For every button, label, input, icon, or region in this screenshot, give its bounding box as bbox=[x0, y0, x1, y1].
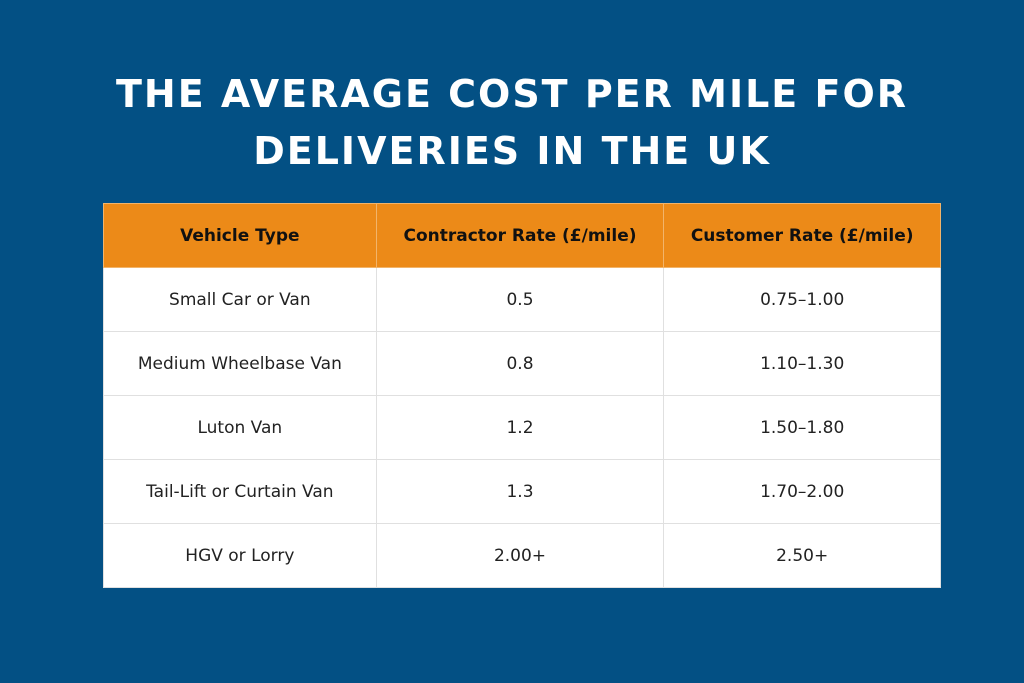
column-header: Contractor Rate (£/mile) bbox=[375, 203, 665, 268]
header-row: Vehicle Type Contractor Rate (£/mile) Cu… bbox=[103, 203, 941, 268]
contractor-rate-cell: 2.00+ bbox=[375, 523, 665, 588]
title-line-1: THE AVERAGE COST PER MILE FOR bbox=[115, 72, 909, 116]
table-row: Luton Van 1.2 1.50–1.80 bbox=[103, 395, 941, 460]
page-title: THE AVERAGE COST PER MILE FOR DELIVERIES… bbox=[0, 66, 1024, 180]
customer-rate-cell: 1.70–2.00 bbox=[663, 459, 941, 524]
column-header: Vehicle Type bbox=[103, 203, 377, 268]
table-row: Tail-Lift or Curtain Van 1.3 1.70–2.00 bbox=[103, 459, 941, 524]
contractor-rate-cell: 0.8 bbox=[375, 331, 665, 396]
contractor-rate-cell: 1.3 bbox=[375, 459, 665, 524]
table-row: Small Car or Van 0.5 0.75–1.00 bbox=[103, 267, 941, 332]
table-row: Medium Wheelbase Van 0.8 1.10–1.30 bbox=[103, 331, 941, 396]
column-header: Customer Rate (£/mile) bbox=[663, 203, 941, 268]
customer-rate-cell: 1.10–1.30 bbox=[663, 331, 941, 396]
vehicle-type-cell: Medium Wheelbase Van bbox=[103, 331, 377, 396]
customer-rate-cell: 0.75–1.00 bbox=[663, 267, 941, 332]
vehicle-type-cell: HGV or Lorry bbox=[103, 523, 377, 588]
cost-table: Vehicle Type Contractor Rate (£/mile) Cu… bbox=[103, 203, 941, 588]
table-row: HGV or Lorry 2.00+ 2.50+ bbox=[103, 523, 941, 588]
vehicle-type-cell: Small Car or Van bbox=[103, 267, 377, 332]
vehicle-type-cell: Luton Van bbox=[103, 395, 377, 460]
title-line-2: DELIVERIES IN THE UK bbox=[253, 129, 771, 173]
customer-rate-cell: 1.50–1.80 bbox=[663, 395, 941, 460]
contractor-rate-cell: 0.5 bbox=[375, 267, 665, 332]
customer-rate-cell: 2.50+ bbox=[663, 523, 941, 588]
vehicle-type-cell: Tail-Lift or Curtain Van bbox=[103, 459, 377, 524]
contractor-rate-cell: 1.2 bbox=[375, 395, 665, 460]
